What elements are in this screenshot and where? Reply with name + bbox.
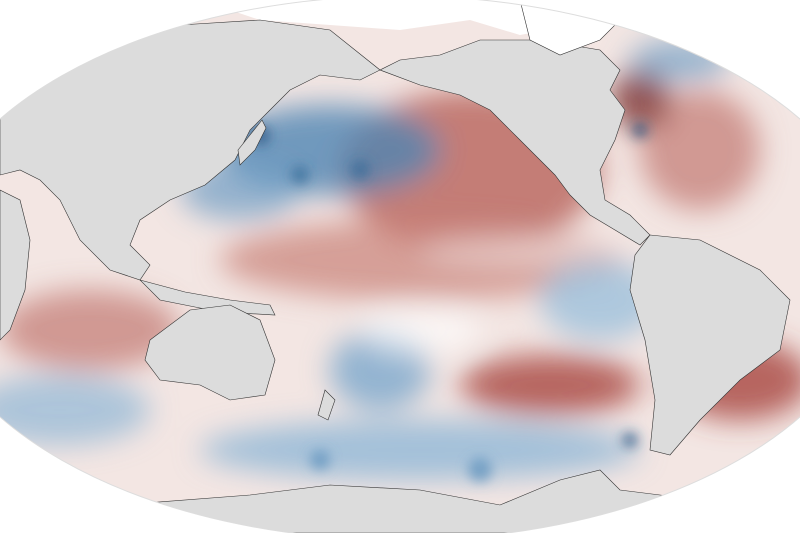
australia <box>144 304 276 401</box>
arctic-ice <box>200 0 620 35</box>
japan <box>237 119 267 166</box>
indonesia <box>138 279 276 316</box>
africa <box>0 189 31 341</box>
asia <box>0 19 381 281</box>
new-zealand <box>317 389 336 421</box>
south-america <box>629 234 791 456</box>
